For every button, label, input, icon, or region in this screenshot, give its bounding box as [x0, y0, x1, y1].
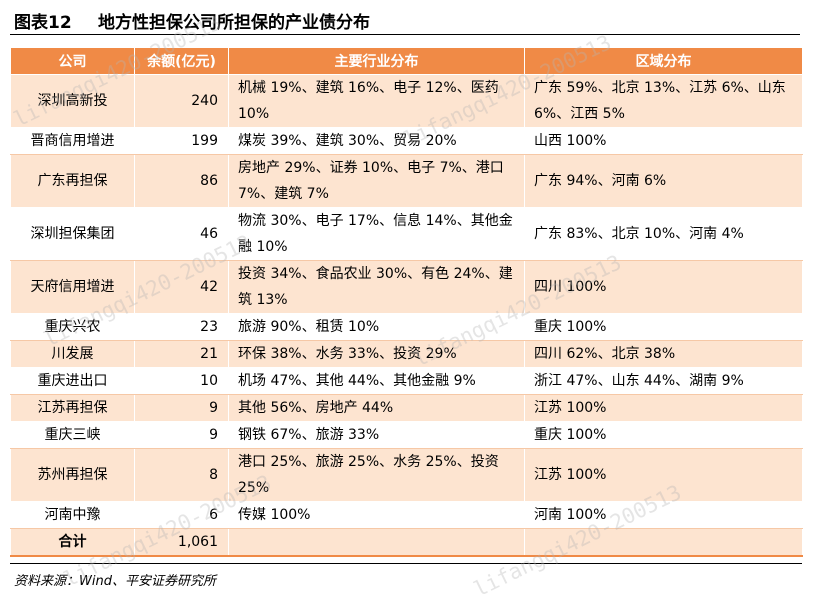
cell-industry: 机械 19%、建筑 16%、电子 12%、医药 10%: [228, 74, 525, 128]
cell-region: 四川 100%: [524, 260, 803, 314]
header-region: 区域分布: [524, 47, 803, 75]
cell-region: 四川 62%、北京 38%: [524, 340, 803, 368]
cell-region: 河南 100%: [524, 501, 803, 529]
header-amount: 余额(亿元): [134, 47, 229, 75]
table-header-row: 公司 余额(亿元) 主要行业分布 区域分布: [10, 47, 803, 75]
cell-amount: 9: [134, 394, 229, 422]
table-body: 深圳高新投 240 机械 19%、建筑 16%、电子 12%、医药 10% 广东 59…: [10, 74, 803, 557]
table-row: 河南中豫 6 传媒 100% 河南 100%: [10, 501, 803, 529]
cell-company: 苏州再担保: [10, 448, 135, 502]
cell-amount: 46: [134, 207, 229, 261]
cell-amount: 23: [134, 313, 229, 341]
total-cell-company: 合计: [10, 528, 135, 557]
cell-company: 川发展: [10, 340, 135, 368]
header-company: 公司: [10, 47, 135, 75]
cell-region: 重庆 100%: [524, 421, 803, 449]
cell-industry: 投资 34%、食品农业 30%、有色 24%、建筑 13%: [228, 260, 525, 314]
cell-company: 河南中豫: [10, 501, 135, 529]
total-cell-region: [524, 528, 803, 557]
table-row: 深圳担保集团 46 物流 30%、电子 17%、信息 14%、其他金融 10% 广东 …: [10, 207, 803, 261]
cell-industry: 煤炭 39%、建筑 30%、贸易 20%: [228, 127, 525, 155]
cell-region: 广东 83%、北京 10%、河南 4%: [524, 207, 803, 261]
cell-industry: 港口 25%、旅游 25%、水务 25%、投资 25%: [228, 448, 525, 502]
table-row: 天府信用增进 42 投资 34%、食品农业 30%、有色 24%、建筑 13% 四川 …: [10, 260, 803, 314]
cell-amount: 86: [134, 154, 229, 208]
cell-company: 天府信用增进: [10, 260, 135, 314]
cell-region: 江苏 100%: [524, 448, 803, 502]
header-industry: 主要行业分布: [228, 47, 525, 75]
cell-region: 广东 94%、河南 6%: [524, 154, 803, 208]
figure-number: 图表12: [14, 13, 72, 33]
table-row: 重庆兴农 23 旅游 90%、租赁 10% 重庆 100%: [10, 313, 803, 341]
cell-region: 江苏 100%: [524, 394, 803, 422]
total-row: 合计 1,061: [10, 528, 803, 557]
cell-industry: 其他 56%、房地产 44%: [228, 394, 525, 422]
total-cell-amount: 1,061: [134, 528, 229, 557]
cell-region: 山西 100%: [524, 127, 803, 155]
cell-company: 晋商信用增进: [10, 127, 135, 155]
table-row: 晋商信用增进 199 煤炭 39%、建筑 30%、贸易 20% 山西 100%: [10, 127, 803, 155]
cell-company: 深圳高新投: [10, 74, 135, 128]
cell-company: 重庆兴农: [10, 313, 135, 341]
cell-industry: 物流 30%、电子 17%、信息 14%、其他金融 10%: [228, 207, 525, 261]
cell-region: 浙江 47%、山东 44%、湖南 9%: [524, 367, 803, 395]
cell-company: 江苏再担保: [10, 394, 135, 422]
guarantee-table: 公司 余额(亿元) 主要行业分布 区域分布 深圳高新投 240 机械 19%、建筑 …: [10, 47, 803, 557]
cell-industry: 房地产 29%、证券 10%、电子 7%、港口 7%、建筑 7%: [228, 154, 525, 208]
cell-industry: 环保 38%、水务 33%、投资 29%: [228, 340, 525, 368]
table-row: 深圳高新投 240 机械 19%、建筑 16%、电子 12%、医药 10% 广东 59…: [10, 74, 803, 128]
cell-company: 深圳担保集团: [10, 207, 135, 261]
table-row: 广东再担保 86 房地产 29%、证券 10%、电子 7%、港口 7%、建筑 7% 广…: [10, 154, 803, 208]
cell-industry: 钢铁 67%、旅游 33%: [228, 421, 525, 449]
cell-region: 广东 59%、北京 13%、江苏 6%、山东 6%、江西 5%: [524, 74, 803, 128]
cell-amount: 8: [134, 448, 229, 502]
cell-amount: 240: [134, 74, 229, 128]
cell-company: 重庆三峡: [10, 421, 135, 449]
cell-company: 广东再担保: [10, 154, 135, 208]
cell-industry: 旅游 90%、租赁 10%: [228, 313, 525, 341]
source-note: 资料来源：Wind、平安证券研究所: [14, 574, 216, 589]
table-row: 重庆三峡 9 钢铁 67%、旅游 33% 重庆 100%: [10, 421, 803, 449]
bottom-rule: [10, 563, 802, 564]
cell-amount: 199: [134, 127, 229, 155]
cell-industry: 传媒 100%: [228, 501, 525, 529]
figure-title: 地方性担保公司所担保的产业债分布: [98, 13, 370, 33]
table-row: 江苏再担保 9 其他 56%、房地产 44% 江苏 100%: [10, 394, 803, 422]
table-row: 重庆进出口 10 机场 47%、其他 44%、其他金融 9% 浙江 47%、山东 44…: [10, 367, 803, 395]
cell-industry: 机场 47%、其他 44%、其他金融 9%: [228, 367, 525, 395]
total-cell-industry: [228, 528, 525, 557]
figure-title-bar: 图表12 地方性担保公司所担保的产业债分布: [10, 4, 800, 35]
table-row: 川发展 21 环保 38%、水务 33%、投资 29% 四川 62%、北京 38%: [10, 340, 803, 368]
cell-amount: 21: [134, 340, 229, 368]
cell-amount: 42: [134, 260, 229, 314]
table-row: 苏州再担保 8 港口 25%、旅游 25%、水务 25%、投资 25% 江苏 100%: [10, 448, 803, 502]
cell-region: 重庆 100%: [524, 313, 803, 341]
cell-amount: 10: [134, 367, 229, 395]
cell-amount: 9: [134, 421, 229, 449]
cell-company: 重庆进出口: [10, 367, 135, 395]
cell-amount: 6: [134, 501, 229, 529]
